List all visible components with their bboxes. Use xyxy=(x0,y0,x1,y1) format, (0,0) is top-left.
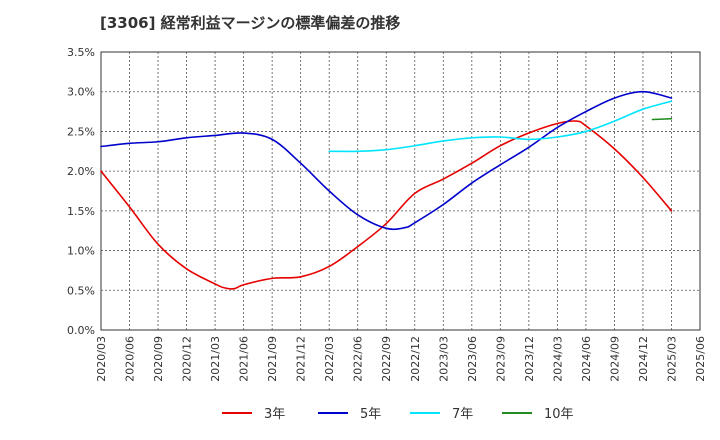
series-layer xyxy=(100,90,673,290)
legend: 3年 5年 7年 10年 xyxy=(222,407,574,422)
y-tick-label: 2.5% xyxy=(67,125,95,138)
x-tick-label: 2023/12 xyxy=(523,336,536,382)
legend-label-1: 3年 xyxy=(264,407,285,422)
x-tick-label: 2023/06 xyxy=(466,336,479,382)
y-tick-label: 3.5% xyxy=(67,46,95,59)
x-tick-label: 2022/12 xyxy=(409,336,422,382)
x-tick-label: 2020/12 xyxy=(181,336,194,382)
x-tick-label: 2021/06 xyxy=(238,336,251,382)
y-tick-label: 0.0% xyxy=(67,324,95,337)
y-tick-label: 3.0% xyxy=(67,86,95,99)
legend-label-2: 5年 xyxy=(360,407,381,422)
legend-label-3: 7年 xyxy=(452,407,473,422)
series-line-2 xyxy=(100,90,673,231)
chart-title: [3306] 経常利益マージンの標準偏差の推移 xyxy=(100,14,401,32)
x-tick-label: 2022/03 xyxy=(323,336,336,382)
x-tick-label: 2024/09 xyxy=(608,336,621,382)
x-tick-label: 2020/03 xyxy=(95,336,108,382)
plot-area xyxy=(100,51,701,331)
legend-label-4: 10年 xyxy=(544,407,574,422)
x-tick-label: 2021/12 xyxy=(295,336,308,382)
x-tick-label: 2024/06 xyxy=(580,336,593,382)
x-tick-label: 2020/09 xyxy=(152,336,165,382)
x-tick-label: 2025/06 xyxy=(694,336,707,382)
grid-layer xyxy=(100,51,701,331)
y-tick-label: 2.0% xyxy=(67,165,95,178)
x-tick-label: 2021/03 xyxy=(209,336,222,382)
x-tick-label: 2023/03 xyxy=(437,336,450,382)
x-tick-label: 2025/03 xyxy=(665,336,678,382)
series-line-3 xyxy=(328,100,673,153)
y-tick-label: 1.5% xyxy=(67,205,95,218)
x-tick-label: 2022/06 xyxy=(352,336,365,382)
x-tick-label: 2020/06 xyxy=(124,336,137,382)
y-tick-label: 0.5% xyxy=(67,284,95,297)
x-tick-label: 2022/09 xyxy=(380,336,393,382)
x-tick-label: 2023/09 xyxy=(494,336,507,382)
axis-layer: 0.0% 0.5% 1.0% 1.5% 2.0% 2.5% 3.0% 3.5% 2020/03 2… xyxy=(67,46,707,382)
x-tick-label: 2024/03 xyxy=(551,336,564,382)
x-tick-label: 2024/12 xyxy=(637,336,650,382)
y-tick-label: 1.0% xyxy=(67,245,95,258)
series-line-1 xyxy=(100,120,673,290)
x-tick-label: 2021/09 xyxy=(266,336,279,382)
series-line-4 xyxy=(651,117,673,121)
